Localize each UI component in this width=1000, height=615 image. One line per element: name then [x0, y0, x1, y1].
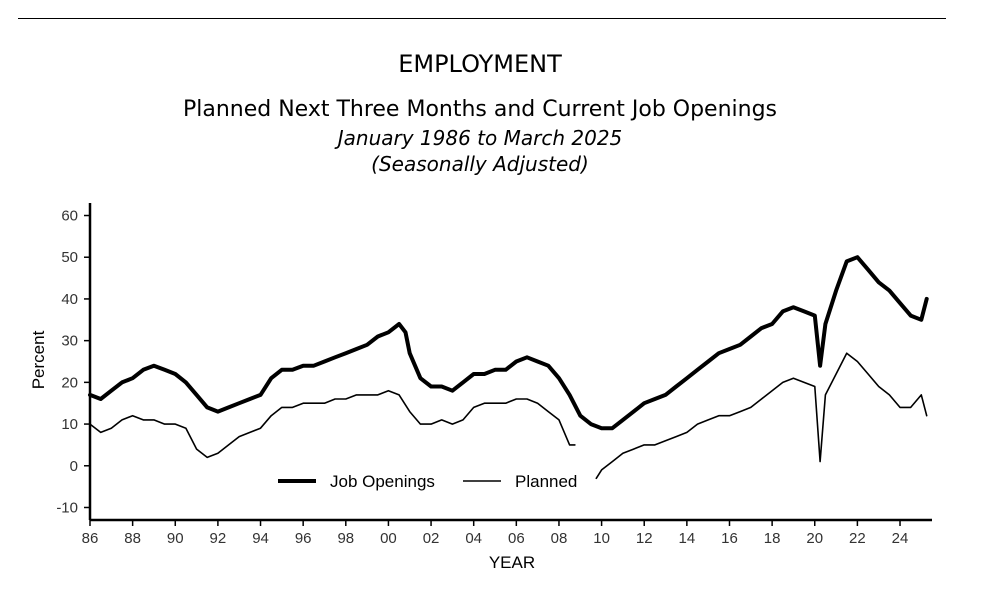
y-tick-label: 60: [61, 208, 78, 225]
chart-adjustment-note: (Seasonally Adjusted): [371, 152, 589, 176]
chart-subtitle: Planned Next Three Months and Current Jo…: [182, 97, 778, 122]
series-layer: [88, 255, 929, 480]
y-tick-label: 20: [61, 374, 78, 391]
x-tick-label: 02: [423, 530, 440, 547]
x-tick-label: 00: [380, 530, 397, 547]
y-tick-label: 50: [61, 249, 78, 266]
x-tick-label: 90: [167, 530, 184, 547]
x-tick-label: 06: [508, 530, 525, 547]
x-tick-label: 92: [210, 530, 227, 547]
legend-label-job-openings: Job Openings: [330, 472, 435, 491]
x-tick-label: 94: [252, 530, 269, 547]
chart-title: EMPLOYMENT: [398, 50, 562, 78]
x-tick-label: 96: [295, 530, 312, 547]
x-tick-label: 04: [465, 530, 482, 547]
top-rule: [18, 18, 946, 19]
x-tick-label: 10: [593, 530, 610, 547]
x-tick-label: 88: [124, 530, 141, 547]
x-tick-label: 98: [337, 530, 354, 547]
x-tick-label: 16: [721, 530, 738, 547]
series-line-job-openings: [88, 255, 929, 431]
x-axis-ticks: 86 88 90 92 94 96 98 00 02 04 06 08 10 12 14 16 18 20 22 24: [82, 520, 909, 547]
x-tick-label: 08: [551, 530, 568, 547]
legend-label-planned: Planned: [515, 472, 577, 491]
y-tick-label: 40: [61, 291, 78, 308]
x-tick-label: 24: [892, 530, 909, 547]
x-tick-label: 22: [849, 530, 866, 547]
x-tick-label: 12: [636, 530, 653, 547]
x-axis-title: YEAR: [489, 553, 535, 572]
series-line-planned: [89, 352, 928, 480]
chart-date-range: January 1986 to March 2025: [337, 126, 623, 150]
x-tick-label: 18: [764, 530, 781, 547]
y-tick-label: 0: [70, 458, 78, 475]
y-tick-label: -10: [56, 499, 78, 516]
x-tick-label: 20: [806, 530, 823, 547]
y-tick-label: 10: [61, 416, 78, 433]
y-axis-title: Percent: [29, 330, 48, 389]
y-axis-ticks: -10 0 10 20 30 40 50 60: [56, 208, 90, 516]
legend: Job Openings Planned: [278, 472, 577, 491]
x-tick-label: 14: [679, 530, 696, 547]
x-tick-label: 86: [82, 530, 99, 547]
y-tick-label: 30: [61, 333, 78, 350]
